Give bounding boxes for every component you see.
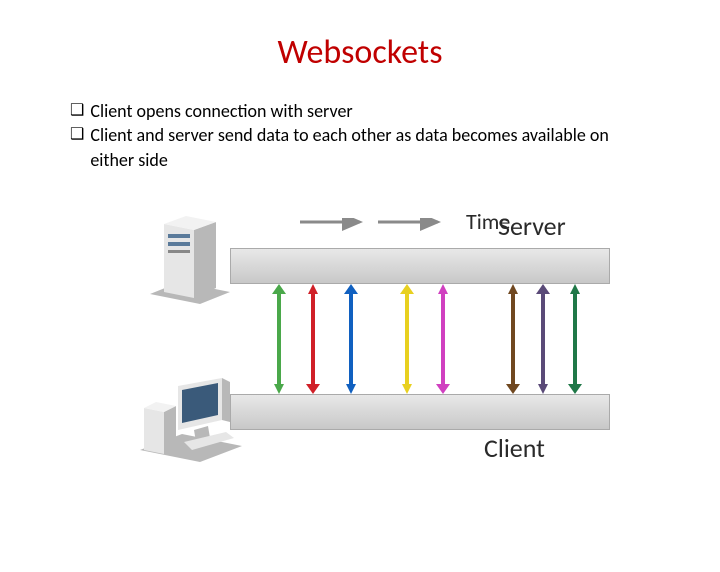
connection-arrow: [506, 284, 520, 394]
connection-arrow: [344, 284, 358, 394]
bullet-marker-icon: ❑: [70, 123, 84, 147]
connection-arrow: [306, 284, 320, 394]
client-label: Client: [484, 432, 545, 464]
bullet-marker-icon: ❑: [70, 99, 84, 123]
bullet-item: ❑ Client and server send data to each ot…: [70, 123, 650, 172]
connection-arrow: [436, 284, 450, 394]
server-bar: [230, 248, 610, 284]
connection-arrow: [272, 284, 286, 394]
bullet-item: ❑ Client opens connection with server: [70, 99, 650, 123]
bullet-list: ❑ Client opens connection with server ❑ …: [70, 99, 650, 172]
time-arrow-icon: [300, 218, 450, 232]
client-icon: [130, 360, 250, 470]
websocket-diagram: Time Server Client: [90, 192, 630, 472]
bullet-text: Client opens connection with server: [90, 99, 352, 123]
page-title: Websockets: [0, 32, 720, 73]
bullet-text: Client and server send data to each othe…: [90, 123, 650, 172]
client-bar: [230, 394, 610, 430]
connection-arrow: [400, 284, 414, 394]
server-icon: [130, 204, 250, 314]
connection-arrow: [568, 284, 582, 394]
server-label: Server: [498, 210, 566, 242]
connection-arrow: [536, 284, 550, 394]
